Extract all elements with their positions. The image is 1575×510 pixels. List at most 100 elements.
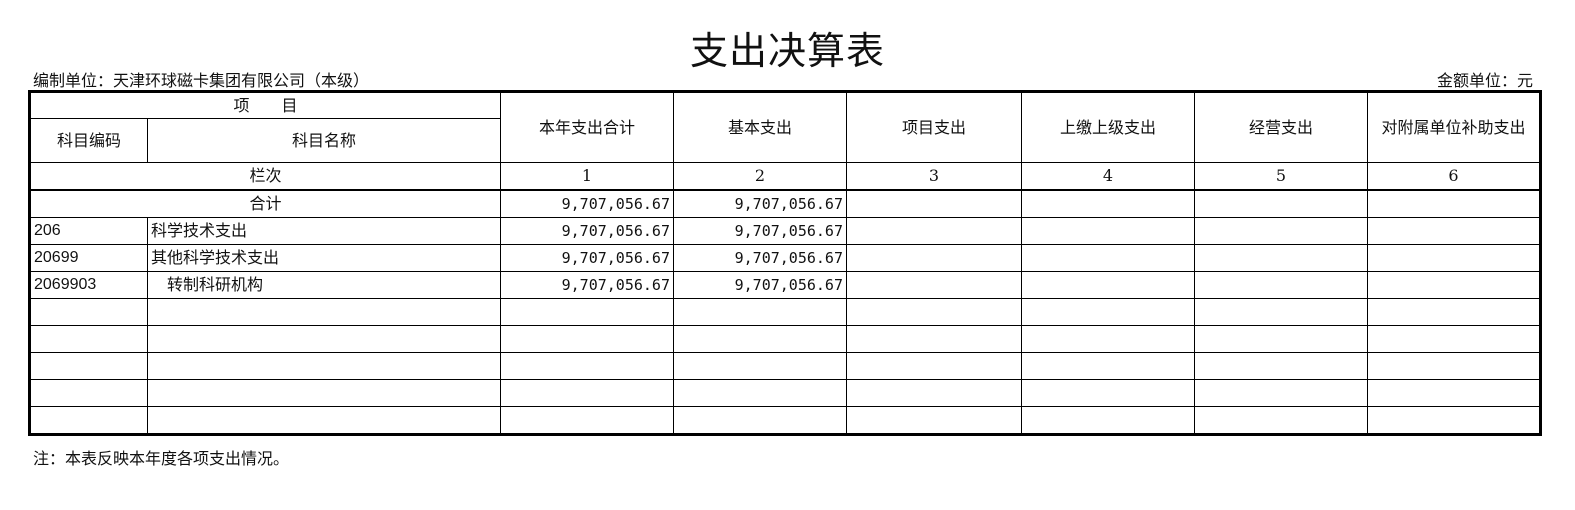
header-code: 科目编码	[29, 118, 148, 163]
total-row: 合计 9,707,056.67 9,707,056.67	[29, 189, 1541, 218]
empty-cell	[1021, 298, 1195, 326]
expenditure-table: 项 目 本年支出合计 基本支出 项目支出 上缴上级支出 经营支出 对附属单位补助…	[28, 90, 1542, 436]
empty-row	[29, 379, 1541, 407]
empty-cell	[29, 325, 148, 353]
row-value	[846, 244, 1022, 272]
total-value: 9,707,056.67	[673, 189, 847, 218]
total-value	[1194, 189, 1368, 218]
empty-row	[29, 406, 1541, 435]
row-code: 206	[29, 217, 148, 245]
row-value: 9,707,056.67	[500, 271, 674, 299]
total-value	[1021, 189, 1195, 218]
empty-cell	[846, 325, 1022, 353]
header-col-3: 项目支出	[846, 91, 1022, 163]
empty-cell	[1194, 298, 1368, 326]
row-value: 9,707,056.67	[673, 217, 847, 245]
row-name: 其他科学技术支出	[147, 244, 501, 272]
empty-cell	[673, 406, 847, 435]
empty-cell	[29, 379, 148, 407]
row-value	[846, 217, 1022, 245]
empty-row	[29, 298, 1541, 326]
compiling-unit: 编制单位：天津环球磁卡集团有限公司（本级）	[33, 71, 370, 90]
row-value	[1021, 217, 1195, 245]
empty-cell	[500, 406, 674, 435]
footnote: 注：本表反映本年度各项支出情况。	[33, 449, 290, 468]
empty-cell	[147, 298, 501, 326]
row-value	[1367, 271, 1541, 299]
empty-cell	[1367, 325, 1541, 353]
empty-cell	[29, 406, 148, 435]
empty-cell	[673, 379, 847, 407]
row-value: 9,707,056.67	[500, 217, 674, 245]
row-code: 2069903	[29, 271, 148, 299]
row-value	[846, 271, 1022, 299]
empty-cell	[1367, 379, 1541, 407]
header-col-1: 本年支出合计	[500, 91, 674, 163]
row-value	[1194, 244, 1368, 272]
empty-cell	[1021, 406, 1195, 435]
currency-unit: 金额单位：元	[1436, 71, 1533, 90]
table-row: 20699 其他科学技术支出 9,707,056.67 9,707,056.67	[29, 244, 1541, 272]
row-name: 科学技术支出	[147, 217, 501, 245]
header-col-5: 经营支出	[1194, 91, 1368, 163]
total-value: 9,707,056.67	[500, 189, 674, 218]
row-value	[1194, 217, 1368, 245]
total-label: 合计	[29, 189, 501, 218]
empty-cell	[29, 298, 148, 326]
empty-cell	[500, 298, 674, 326]
empty-row	[29, 352, 1541, 380]
empty-cell	[147, 379, 501, 407]
empty-cell	[1021, 352, 1195, 380]
empty-cell	[500, 325, 674, 353]
row-value: 9,707,056.67	[500, 244, 674, 272]
empty-cell	[1194, 352, 1368, 380]
empty-cell	[846, 298, 1022, 326]
empty-row	[29, 325, 1541, 353]
row-value: 9,707,056.67	[673, 244, 847, 272]
empty-cell	[846, 352, 1022, 380]
empty-cell	[29, 352, 148, 380]
row-name: 转制科研机构	[147, 271, 501, 299]
header-col-2: 基本支出	[673, 91, 847, 163]
header-col-4: 上缴上级支出	[1021, 91, 1195, 163]
column-index: 2	[673, 162, 847, 191]
empty-cell	[1021, 325, 1195, 353]
empty-cell	[500, 352, 674, 380]
table-row: 206 科学技术支出 9,707,056.67 9,707,056.67	[29, 217, 1541, 245]
total-value	[1367, 189, 1541, 218]
empty-cell	[673, 298, 847, 326]
empty-cell	[846, 406, 1022, 435]
row-value	[1021, 271, 1195, 299]
column-index: 4	[1021, 162, 1195, 191]
header-project: 项 目	[29, 91, 501, 119]
empty-cell	[673, 352, 847, 380]
empty-cell	[1194, 406, 1368, 435]
row-code: 20699	[29, 244, 148, 272]
empty-cell	[846, 379, 1022, 407]
header-name: 科目名称	[147, 118, 501, 163]
empty-cell	[147, 406, 501, 435]
header-col-6: 对附属单位补助支出	[1367, 91, 1541, 163]
empty-cell	[1367, 406, 1541, 435]
column-index: 6	[1367, 162, 1541, 191]
column-index: 3	[846, 162, 1022, 191]
row-value	[1367, 217, 1541, 245]
row-value	[1194, 271, 1368, 299]
empty-cell	[1194, 325, 1368, 353]
empty-cell	[1021, 379, 1195, 407]
page-title: 支出决算表	[689, 29, 885, 73]
empty-cell	[147, 352, 501, 380]
empty-cell	[147, 325, 501, 353]
empty-cell	[1367, 298, 1541, 326]
column-index-label: 栏次	[29, 162, 501, 191]
empty-cell	[500, 379, 674, 407]
column-index: 1	[500, 162, 674, 191]
column-index: 5	[1194, 162, 1368, 191]
empty-cell	[1194, 379, 1368, 407]
table-row: 2069903 转制科研机构 9,707,056.67 9,707,056.67	[29, 271, 1541, 299]
row-value	[1367, 244, 1541, 272]
empty-cell	[1367, 352, 1541, 380]
total-value	[846, 189, 1022, 218]
empty-cell	[673, 325, 847, 353]
row-value: 9,707,056.67	[673, 271, 847, 299]
